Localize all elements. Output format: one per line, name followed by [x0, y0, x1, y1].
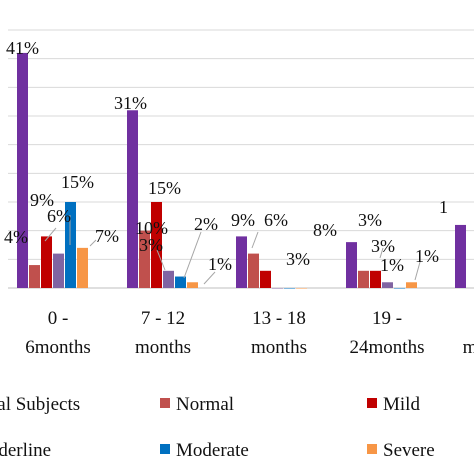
bar [17, 52, 28, 288]
category-label: months [135, 337, 191, 358]
bar [248, 253, 259, 288]
bar [163, 270, 174, 288]
bar [127, 110, 138, 289]
data-label: 6% [47, 206, 71, 226]
data-label: 7% [95, 226, 119, 246]
legend-swatch [367, 398, 377, 408]
bar [187, 282, 198, 288]
leader-line [379, 247, 384, 259]
data-label: 6% [264, 210, 288, 230]
leader-line [183, 231, 202, 279]
category-label: 19 - [372, 308, 402, 329]
legend-swatch [160, 398, 170, 408]
data-label: 1% [208, 254, 232, 274]
legend-label: tal Subjects [0, 394, 80, 415]
data-label: 15% [61, 172, 94, 192]
bar [406, 282, 417, 288]
data-label: 4% [4, 227, 28, 247]
data-label: 3% [371, 236, 395, 256]
data-label: 9% [30, 190, 54, 210]
leader-line [203, 271, 216, 285]
data-label: 41% [6, 38, 39, 58]
legend-swatch [160, 444, 170, 454]
bar [455, 224, 466, 288]
data-label: 1% [415, 246, 439, 266]
data-labels: 41%31%9% 8%14% 10% 6% 3%9%15%3%3%6%3%1%15%2%… [4, 38, 448, 275]
bar [358, 270, 369, 288]
data-label: 15% [148, 178, 181, 198]
bar [346, 242, 357, 288]
category-label: months [251, 337, 307, 358]
bar [370, 270, 381, 288]
bar [382, 282, 393, 288]
legend-label: rderline [0, 440, 51, 461]
leader-line [44, 227, 57, 242]
bar [296, 288, 307, 289]
bar [139, 230, 150, 288]
category-labels: 0 - 6months 7 - 12 months 13 - 18 months 19 - 2… [25, 308, 474, 358]
category-label: m [463, 337, 474, 358]
bar [41, 236, 52, 288]
leader-lines [44, 215, 421, 285]
data-label: 1% [380, 255, 404, 275]
bar [394, 288, 405, 289]
data-label: 31% [114, 93, 147, 113]
leader-line [414, 261, 421, 281]
bar [29, 265, 40, 288]
category-label: 6months [25, 337, 90, 358]
data-label: 9% [231, 210, 255, 230]
data-label: 8% [313, 220, 337, 240]
legend: tal Subjects Normal Mild rderline Moderate Se… [0, 394, 435, 461]
category-label: 13 - 18 [252, 308, 306, 329]
bar [151, 202, 162, 288]
data-label: 3% [139, 235, 163, 255]
category-label: 7 - 12 [141, 308, 185, 329]
leader-line [89, 239, 97, 247]
legend-label: Mild [383, 394, 420, 415]
data-label: 1 [439, 197, 448, 217]
category-label: 0 - [48, 308, 69, 329]
bar [260, 270, 271, 288]
bar [236, 236, 247, 288]
data-label: 3% [286, 249, 310, 269]
legend-label: Moderate [176, 440, 249, 461]
bars [17, 52, 466, 289]
leader-line [251, 231, 259, 249]
bar [175, 276, 186, 288]
category-label: 24months [350, 337, 425, 358]
legend-swatch [367, 444, 377, 454]
data-label: 10% [135, 218, 168, 238]
data-label: 2% [194, 214, 218, 234]
legend-label: Severe [383, 440, 435, 461]
bar [272, 288, 283, 289]
bar [53, 253, 64, 288]
bar [284, 288, 295, 289]
leader-line [156, 249, 166, 271]
legend-label: Normal [176, 394, 234, 415]
bar [77, 247, 88, 288]
data-label: 3% [358, 210, 382, 230]
